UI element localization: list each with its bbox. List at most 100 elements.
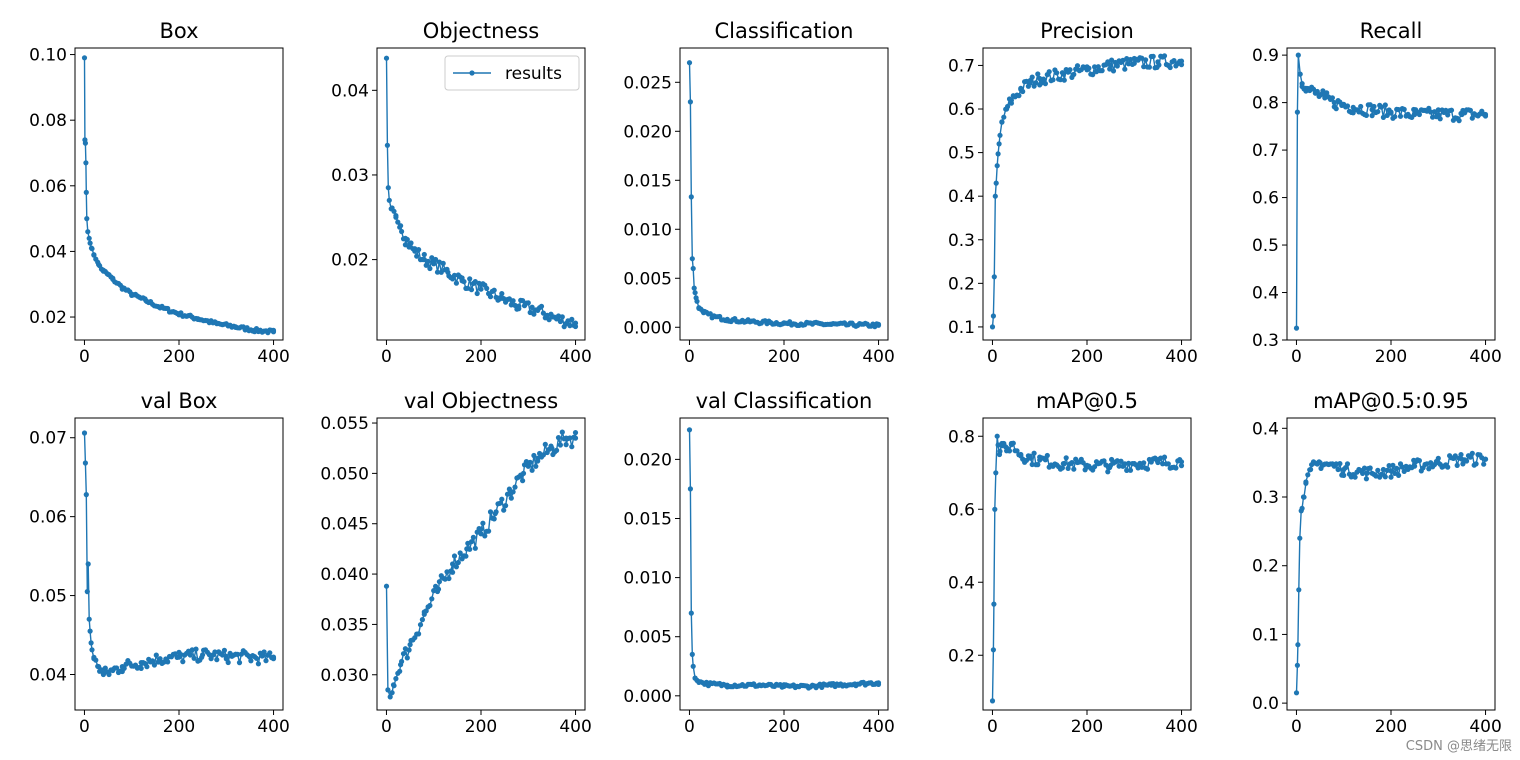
data-point — [87, 628, 93, 634]
data-point — [106, 671, 112, 678]
data-point — [480, 520, 486, 526]
data-point — [1469, 450, 1475, 456]
data-point — [990, 647, 997, 653]
x-tick-label: 400 — [1165, 717, 1197, 737]
data-point — [1006, 448, 1013, 454]
data-point — [538, 303, 545, 309]
data-point — [398, 223, 404, 229]
data-point — [433, 256, 439, 263]
data-point — [510, 298, 516, 304]
data-point — [114, 665, 120, 671]
data-point — [1294, 109, 1300, 115]
data-point — [149, 658, 156, 664]
y-tick-label: 0.3 — [1252, 488, 1279, 508]
y-tick-label: 0.8 — [1252, 94, 1279, 114]
data-point — [1333, 461, 1339, 467]
axes-frame — [74, 47, 284, 341]
data-point — [1392, 114, 1398, 120]
legend-label: results — [505, 64, 562, 84]
data-point — [1141, 64, 1147, 70]
series-group — [81, 55, 277, 336]
data-point — [1297, 535, 1303, 541]
data-point — [535, 458, 541, 464]
data-point — [1160, 461, 1166, 467]
data-point — [1029, 461, 1035, 468]
data-point — [520, 470, 527, 476]
data-point — [497, 500, 503, 506]
data-point — [1014, 448, 1020, 454]
data-point — [235, 651, 241, 658]
data-point — [994, 163, 1000, 169]
data-point — [1044, 452, 1050, 459]
data-point — [138, 665, 144, 672]
series-group — [1293, 450, 1489, 696]
data-point — [1035, 71, 1041, 77]
data-point — [1361, 465, 1368, 471]
data-point — [83, 492, 89, 498]
subplot-title: mAP@0.5 — [1036, 389, 1138, 413]
data-point — [1481, 461, 1487, 467]
data-point — [144, 664, 150, 670]
data-point — [1061, 461, 1067, 467]
data-point — [690, 663, 696, 669]
data-point — [554, 447, 560, 453]
data-point — [520, 478, 526, 484]
data-point — [1143, 57, 1149, 63]
data-point — [991, 274, 997, 280]
data-point — [391, 683, 397, 689]
data-point — [1040, 76, 1047, 82]
data-point — [85, 561, 91, 567]
data-point — [1296, 587, 1302, 593]
data-point — [86, 616, 92, 622]
data-point — [691, 285, 697, 291]
data-point — [121, 665, 127, 671]
data-point — [1363, 112, 1369, 118]
data-point — [397, 668, 403, 674]
data-point — [248, 658, 254, 664]
data-point — [416, 247, 422, 253]
data-point — [1105, 469, 1111, 475]
data-point — [191, 655, 197, 661]
data-point — [1329, 95, 1335, 101]
y-tick-label: 0.6 — [948, 100, 975, 120]
x-tick-label: 400 — [862, 347, 894, 367]
y-tick-label: 0.1 — [948, 318, 975, 338]
data-point — [1146, 64, 1152, 70]
data-point — [1060, 71, 1066, 77]
data-point — [1173, 465, 1179, 471]
x-tick-label: 0 — [684, 717, 695, 737]
data-point — [1295, 642, 1301, 648]
data-point — [486, 528, 492, 534]
data-point — [425, 258, 431, 264]
data-point — [1161, 454, 1168, 460]
data-point — [992, 193, 998, 199]
data-point — [569, 316, 575, 322]
data-point — [1141, 460, 1147, 466]
y-tick-label: 0.2 — [1252, 557, 1279, 577]
data-point — [1305, 472, 1311, 478]
data-point — [383, 55, 390, 61]
data-point — [389, 690, 395, 696]
data-point — [478, 526, 484, 532]
data-point — [540, 310, 547, 316]
data-point — [1388, 110, 1394, 116]
data-point — [1031, 450, 1037, 456]
data-point — [1054, 70, 1060, 76]
data-point — [414, 253, 420, 259]
data-point — [1114, 63, 1120, 69]
data-point — [989, 698, 996, 704]
data-point — [533, 463, 539, 469]
data-point — [1035, 462, 1041, 468]
data-point — [1092, 64, 1098, 70]
data-point — [463, 553, 469, 559]
data-point — [1069, 460, 1075, 466]
x-tick-label: 200 — [465, 717, 497, 737]
data-point — [1301, 494, 1307, 500]
data-point — [686, 60, 693, 66]
y-tick-label: 0.4 — [948, 187, 975, 207]
data-point — [1367, 465, 1373, 471]
y-tick-label: 0.7 — [1252, 141, 1279, 161]
y-tick-label: 0.045 — [320, 515, 369, 535]
data-point — [84, 216, 90, 222]
data-point — [689, 651, 695, 658]
